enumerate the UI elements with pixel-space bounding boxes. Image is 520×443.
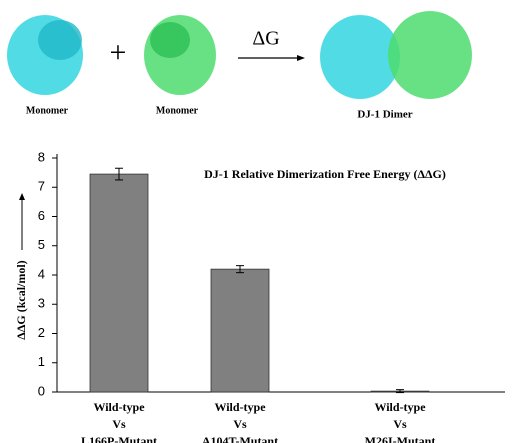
y-label-arrowhead [19,193,25,200]
x-tick-label: Vs [393,417,407,431]
protein-illustrations [7,11,472,99]
y-tick-label: 0 [38,383,45,398]
x-tick-label: A104T-Mutant [202,434,278,443]
x-tick-label: Wild-type [93,400,145,414]
diagram-label: Monomer [26,105,69,116]
error-bar [115,167,123,181]
diagram-label: Monomer [156,105,199,116]
y-tick-label: 7 [38,179,45,194]
y-tick-label: 2 [38,325,45,340]
diagram-label: ΔG [252,28,279,50]
x-tick-label: L166P-Mutant [81,434,157,443]
diagram-label: DJ-1 Dimer [357,109,412,121]
y-tick-label: 3 [38,296,45,311]
chart-title: DJ-1 Relative Dimerization Free Energy (… [204,167,446,181]
y-tick-label: 8 [38,149,45,164]
y-tick-label: 5 [38,237,45,252]
x-tick-label: Vs [233,417,247,431]
y-tick-label: 1 [38,354,45,369]
y-tick-label: 4 [38,266,45,281]
bar [89,173,149,393]
reaction-arrowhead [297,55,305,61]
y-axis-label: ΔΔG (kcal/mol) [14,260,28,339]
error-bar [396,389,404,394]
diagram-label: + [110,36,127,69]
dimer-shape [388,11,472,99]
monomer-a-shape [38,20,82,60]
monomer-b-shape [150,22,190,58]
x-tick-label: M26I-Mutant [365,434,436,443]
x-tick-label: Wild-type [214,400,266,414]
bar [210,268,270,393]
y-tick-label: 6 [38,208,45,223]
x-tick-label: Vs [112,417,126,431]
dimer-shape [320,15,400,99]
error-bar [236,265,244,274]
x-tick-label: Wild-type [374,400,426,414]
